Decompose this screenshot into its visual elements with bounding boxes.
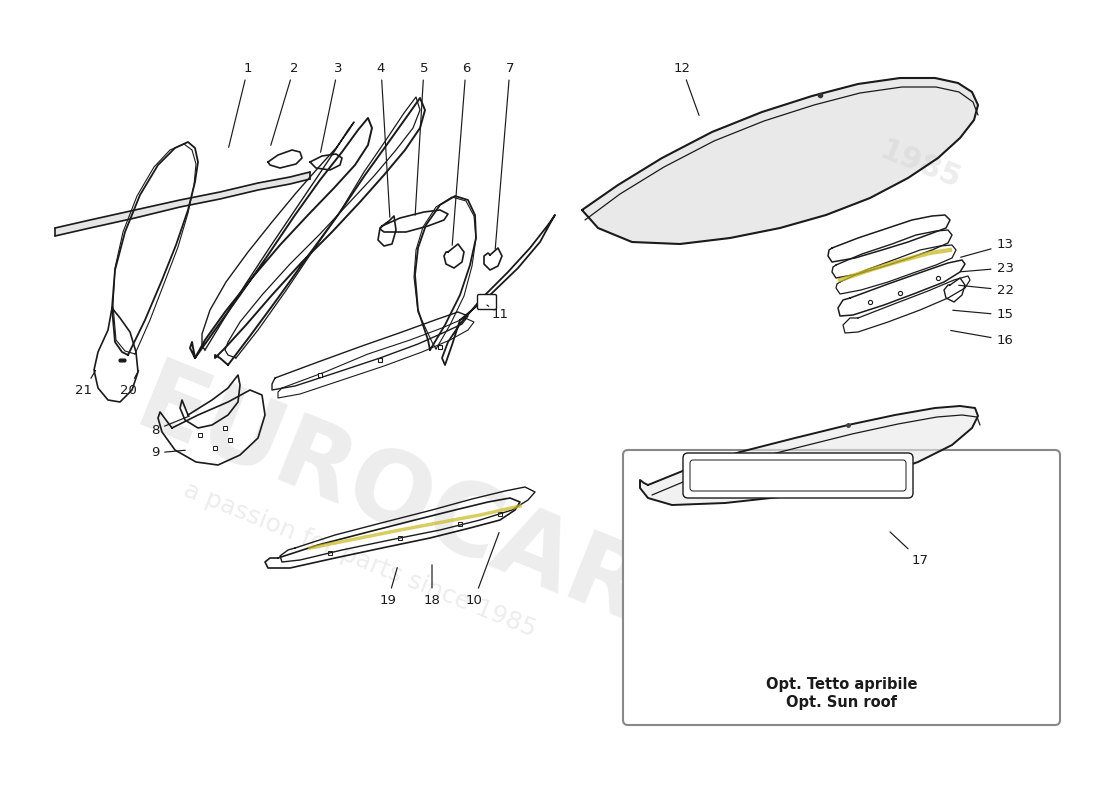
Text: 22: 22 — [959, 283, 1013, 297]
Text: 21: 21 — [76, 370, 96, 397]
Text: 12: 12 — [673, 62, 700, 115]
Text: 10: 10 — [465, 533, 499, 606]
Polygon shape — [582, 78, 978, 244]
Text: EUROCAR: EUROCAR — [122, 354, 658, 646]
Polygon shape — [640, 406, 978, 505]
FancyBboxPatch shape — [683, 453, 913, 498]
Text: 15: 15 — [953, 309, 1013, 322]
Text: 19: 19 — [379, 568, 397, 606]
Text: 7: 7 — [495, 62, 515, 250]
Text: Opt. Tetto apribile: Opt. Tetto apribile — [766, 678, 917, 693]
Text: 5: 5 — [415, 62, 428, 215]
Text: 4: 4 — [377, 62, 389, 218]
Text: 11: 11 — [487, 305, 508, 322]
Text: 18: 18 — [424, 565, 440, 606]
Text: 1985: 1985 — [876, 136, 965, 194]
Text: 8: 8 — [151, 416, 189, 437]
Text: 13: 13 — [960, 238, 1013, 258]
Polygon shape — [55, 172, 310, 236]
Text: 20: 20 — [120, 370, 139, 397]
Text: 16: 16 — [950, 330, 1013, 346]
Text: 9: 9 — [151, 446, 185, 459]
Text: 23: 23 — [960, 262, 1013, 274]
Text: 17: 17 — [890, 532, 928, 566]
FancyBboxPatch shape — [690, 460, 906, 491]
Text: a passion for parts since 1985: a passion for parts since 1985 — [180, 478, 540, 642]
FancyBboxPatch shape — [477, 294, 496, 310]
Text: Opt. Sun roof: Opt. Sun roof — [786, 694, 896, 710]
FancyBboxPatch shape — [623, 450, 1060, 725]
Text: 6: 6 — [452, 62, 470, 246]
Text: 3: 3 — [320, 62, 342, 152]
Text: 2: 2 — [271, 62, 298, 146]
Text: 1: 1 — [229, 62, 252, 147]
